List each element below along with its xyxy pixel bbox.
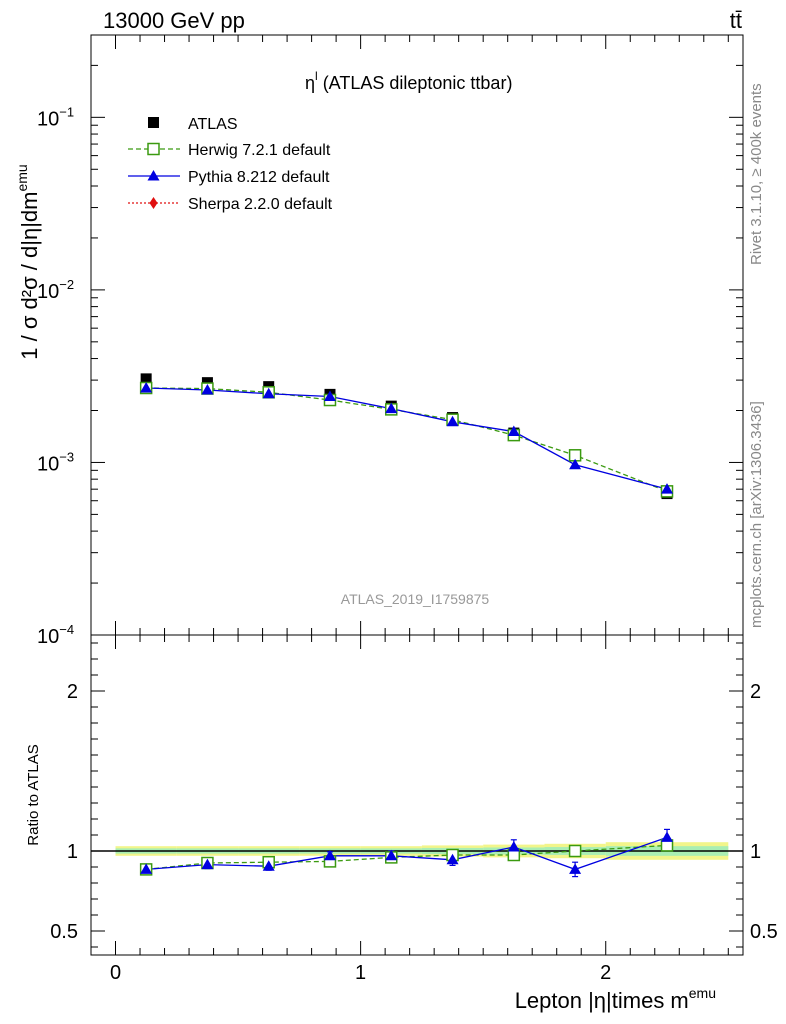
ratio-series-2-point xyxy=(661,831,674,842)
ratio-y-axis-label: Ratio to ATLAS xyxy=(25,744,42,845)
main-y-tick-label: 10−3 xyxy=(37,449,74,475)
legend-label-herwig: Herwig 7.2.1 default xyxy=(188,142,331,159)
plot-title: ηl (ATLAS dileptonic ttbar) xyxy=(305,69,512,93)
main-y-axis-label: 1 / σ d²σ / d|η|dmemu xyxy=(14,164,42,359)
ratio-series-2-point xyxy=(262,860,275,871)
ratio-series-2-point xyxy=(140,863,153,874)
ratio-y-tick-label: 0.5 xyxy=(50,921,78,943)
analysis-watermark: ATLAS_2019_I1759875 xyxy=(341,591,490,607)
main-data xyxy=(139,373,674,500)
legend-label-atlas: ATLAS xyxy=(188,116,238,133)
main-y-tick-label: 10−4 xyxy=(37,622,74,648)
series-2-point xyxy=(262,387,275,399)
ratio-x-axis: 0 1 2 xyxy=(90,635,729,984)
x-tick-label: 2 xyxy=(600,962,611,984)
ratio-y-tick-label-right: 0.5 xyxy=(750,921,778,943)
main-y-tick-label: 10−2 xyxy=(37,277,74,303)
ratio-series-1-point xyxy=(568,844,582,858)
series-2-point xyxy=(446,415,459,427)
header-process-label: tt̄ xyxy=(730,8,742,33)
series-2-point xyxy=(569,458,582,470)
main-y-tick-label: 10−1 xyxy=(37,104,74,130)
ratio-series-2-point xyxy=(446,853,459,865)
series-2-point xyxy=(661,483,674,494)
series-2-point xyxy=(385,402,398,414)
ratio-panel: 0.5 0.5 1 1 2 2 0 1 2 Ratio to ATLAS xyxy=(25,634,778,984)
rivet-version-label: Rivet 3.1.10, ≥ 400k events xyxy=(748,83,765,265)
legend-marker-herwig xyxy=(147,142,160,156)
ratio-y-tick-label-right: 2 xyxy=(750,681,761,703)
main-y-axis: 10−4 10−3 10−2 10−1 xyxy=(37,64,743,648)
ratio-frame xyxy=(90,634,744,956)
ratio-series-2-point xyxy=(569,863,582,874)
header-energy-label: 13000 GeV pp xyxy=(103,8,245,33)
series-2-point xyxy=(323,390,336,402)
legend-marker-pythia xyxy=(147,170,160,181)
ratio-series-2-point xyxy=(385,849,398,861)
series-2-point xyxy=(201,383,214,395)
legend: ATLAS Herwig 7.2.1 default Pythia 8.212 … xyxy=(128,116,333,213)
x-axis-label: Lepton |η|times memu xyxy=(515,985,716,1013)
ratio-y-tick-label-right: 1 xyxy=(750,841,761,863)
main-panel: 10−4 10−3 10−2 10−1 ηl (ATLAS dileptonic tt… xyxy=(14,34,744,648)
series-line-2 xyxy=(146,387,668,490)
ratio-y-tick-label: 2 xyxy=(67,681,78,703)
ratio-line-1 xyxy=(146,844,668,871)
atlas-data-point xyxy=(140,373,152,385)
x-tick-label: 0 xyxy=(110,962,121,984)
legend-marker-atlas xyxy=(148,117,159,128)
ratio-series-2-point xyxy=(201,858,214,870)
main-x-ticks xyxy=(90,35,729,635)
ratio-data xyxy=(139,828,674,878)
series-2-point xyxy=(140,382,153,393)
x-tick-label: 1 xyxy=(355,962,366,984)
legend-label-pythia: Pythia 8.212 default xyxy=(188,169,330,186)
legend-label-sherpa: Sherpa 2.2.0 default xyxy=(188,196,333,213)
ratio-y-tick-label: 1 xyxy=(67,841,78,863)
ratio-series-2-point xyxy=(507,841,520,852)
ratio-y-axis: 0.5 0.5 1 1 2 2 xyxy=(50,642,778,948)
ratio-series-2-point xyxy=(323,849,336,861)
series-line-1 xyxy=(146,387,668,492)
legend-marker-sherpa xyxy=(149,197,158,209)
series-2-point xyxy=(507,425,520,437)
mcplots-label: mcplots.cern.ch [arXiv:1306.3436] xyxy=(748,401,765,628)
